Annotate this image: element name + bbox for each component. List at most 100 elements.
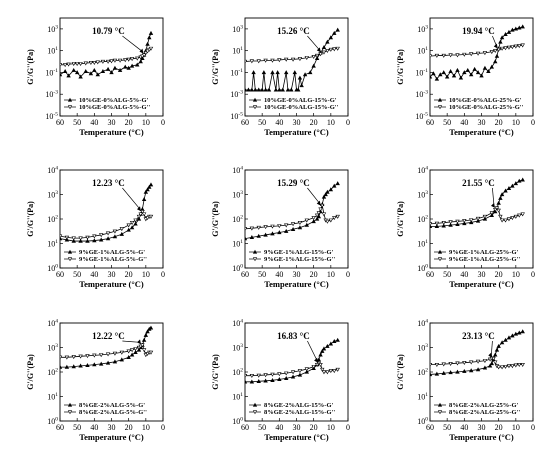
x-tick-label: 30 [293, 118, 301, 127]
data-point-g-prime [462, 368, 467, 373]
x-tick-label: 40 [275, 423, 283, 432]
data-point-g-prime [499, 340, 505, 345]
chart-panel-2: 60 50 40 30 20 10 0 10-5 10-3 10-1 101 103 Temperatu… [211, 17, 350, 137]
plot-area [430, 24, 525, 81]
annotation-arrowhead [137, 339, 142, 345]
data-point-g-prime [444, 74, 450, 79]
x-tick-label: 0 [531, 270, 535, 279]
x-tick-label: 50 [73, 270, 81, 279]
data-point-g-prime [496, 343, 501, 348]
data-point-g-prime [311, 63, 316, 68]
data-point-g-double-prime [335, 214, 340, 219]
data-point-g-prime [123, 64, 128, 69]
data-point-g-prime [105, 360, 111, 365]
data-point-g-prime [506, 29, 512, 34]
y-tick-label: 10-3 [230, 90, 243, 100]
annotation-arrowhead [488, 352, 493, 358]
data-point-g-double-prime [491, 356, 496, 361]
data-point-g-double-prime [105, 352, 111, 357]
data-point-g-prime [462, 221, 467, 226]
x-tick-label: 20 [310, 118, 318, 127]
legend-marker-g-prime [437, 402, 443, 407]
data-point-g-prime [493, 59, 498, 64]
data-point-g-prime [441, 370, 446, 375]
y-tick-label: 101 [232, 46, 243, 56]
data-point-g-double-prime [520, 212, 525, 217]
y-tick-label: 104 [232, 319, 243, 329]
data-point-g-double-prime [88, 60, 94, 65]
data-point-g-double-prime [112, 58, 118, 63]
data-point-g-double-prime [335, 46, 340, 51]
legend-marker-g-prime [252, 97, 258, 102]
data-point-g-double-prime [321, 50, 327, 55]
data-point-g-double-prime [283, 371, 289, 376]
data-point-g-prime [256, 233, 261, 238]
x-tick-label: 20 [125, 270, 133, 279]
data-point-g-double-prime [263, 58, 268, 63]
data-point-g-double-prime [297, 369, 303, 374]
data-point-g-prime [112, 234, 118, 239]
data-point-g-double-prime [143, 51, 149, 56]
data-point-g-double-prime [109, 59, 114, 64]
data-point-g-prime [273, 87, 279, 92]
data-point-g-double-prime [129, 57, 135, 62]
data-point-g-prime [85, 238, 90, 243]
data-point-g-prime [441, 70, 446, 75]
data-point-g-prime [510, 183, 515, 188]
x-tick-label: 0 [346, 118, 350, 127]
data-point-g-prime [85, 363, 90, 368]
data-point-g-prime [148, 182, 154, 187]
y-tick-label: 103 [417, 343, 428, 353]
data-point-g-prime [245, 87, 248, 92]
y-tick-label: 104 [47, 166, 58, 176]
data-point-g-double-prime [520, 43, 525, 48]
x-axis-label: Temperature (°C) [79, 279, 144, 289]
y-tick-label: 100 [47, 264, 58, 274]
legend-label: 8%GE-2%ALG-5%-G' [79, 402, 145, 409]
data-point-g-prime [112, 65, 118, 70]
data-point-g-double-prime [430, 222, 433, 227]
data-point-g-prime [520, 329, 525, 334]
data-point-g-prime [60, 364, 63, 369]
legend-marker-g-prime [67, 249, 73, 254]
data-point-g-double-prime [455, 219, 460, 224]
data-point-g-double-prime [318, 362, 323, 367]
data-point-g-prime [296, 87, 301, 92]
data-point-g-double-prime [520, 362, 525, 367]
plot-area [430, 177, 525, 229]
data-point-g-prime [145, 41, 150, 46]
data-point-g-prime [256, 378, 261, 383]
data-point-g-prime [126, 227, 131, 232]
data-point-g-double-prime [314, 213, 320, 218]
y-tick-label: 102 [417, 215, 428, 225]
data-point-g-prime [455, 222, 460, 227]
y-tick-label: 10-3 [45, 90, 58, 100]
y-tick-label: 10-5 [45, 112, 58, 122]
data-point-g-prime [297, 225, 303, 230]
data-point-g-double-prime [78, 62, 83, 67]
data-point-g-double-prime [494, 206, 500, 211]
plot-area [430, 329, 525, 377]
y-tick-label: 101 [417, 239, 428, 249]
annotation-arrowhead [316, 200, 321, 206]
data-point-g-prime [475, 367, 481, 372]
data-point-g-double-prime [304, 56, 310, 61]
data-point-g-prime [129, 352, 135, 357]
data-point-g-double-prime [503, 46, 508, 51]
data-point-g-double-prime [513, 44, 519, 49]
data-point-g-prime [486, 69, 491, 74]
y-tick-label: 101 [47, 239, 58, 249]
data-point-g-prime [280, 87, 285, 92]
y-tick-label: 101 [47, 46, 58, 56]
data-point-g-double-prime [95, 60, 100, 65]
data-point-g-prime [438, 72, 443, 77]
data-point-g-prime [520, 177, 525, 182]
data-point-g-double-prime [92, 60, 97, 65]
data-point-g-double-prime [496, 208, 501, 213]
y-axis-label: G'/G''(Pa) [396, 201, 405, 237]
data-point-g-prime [266, 87, 272, 92]
data-point-g-prime [332, 30, 337, 35]
x-tick-label: 10 [512, 270, 520, 279]
y-tick-label: 104 [47, 319, 58, 329]
data-point-g-double-prime [434, 221, 440, 226]
